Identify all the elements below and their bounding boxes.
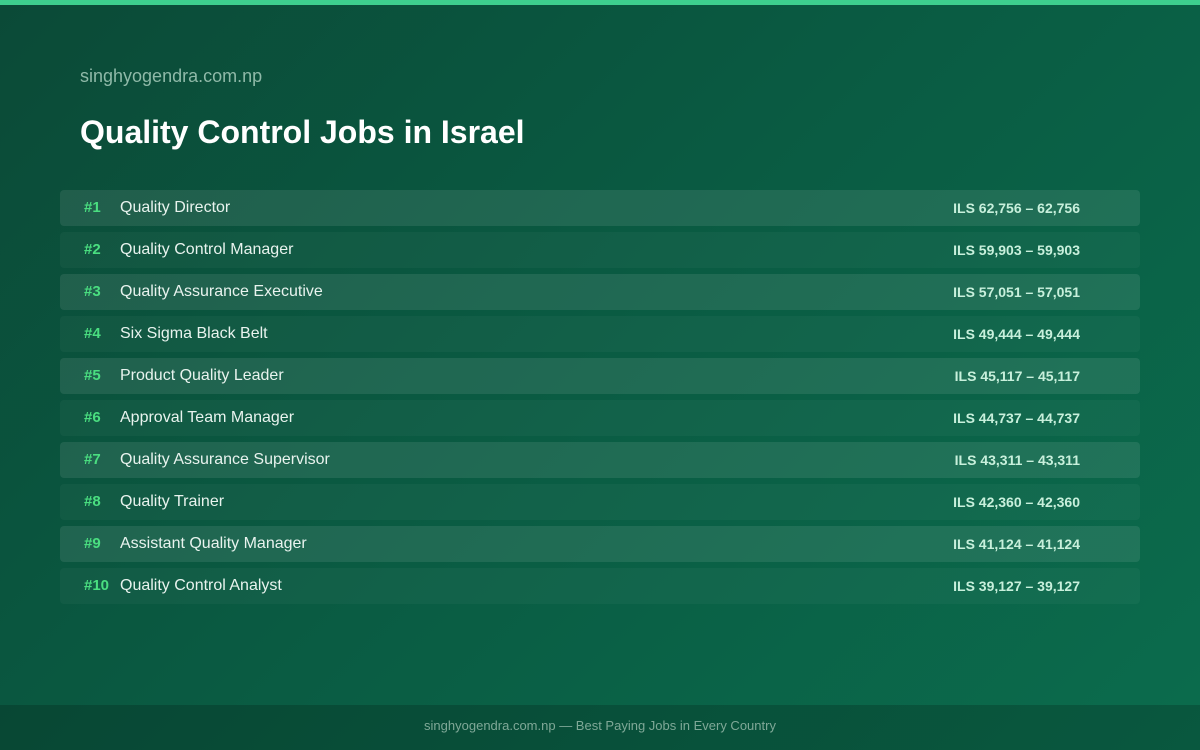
job-rank: #6 [84, 409, 101, 426]
job-row: #1 Quality Director ILS 62,756 – 62,756 [60, 190, 1140, 226]
job-rank: #3 [84, 283, 101, 300]
job-rank: #1 [84, 199, 101, 216]
job-row: #9 Assistant Quality Manager ILS 41,124 – … [60, 526, 1140, 562]
job-salary: ILS 49,444 – 49,444 [953, 326, 1080, 342]
job-row: #8 Quality Trainer ILS 42,360 – 42,360 [60, 484, 1140, 520]
job-rank: #4 [84, 325, 101, 342]
job-salary: ILS 41,124 – 41,124 [953, 536, 1080, 552]
job-row: #6 Approval Team Manager ILS 44,737 – 44,7… [60, 400, 1140, 436]
job-salary: ILS 44,737 – 44,737 [953, 410, 1080, 426]
job-title: Quality Assurance Supervisor [120, 451, 330, 468]
site-name: singhyogendra.com.np [80, 66, 263, 86]
job-row: #2 Quality Control Manager ILS 59,903 – 59… [60, 232, 1140, 268]
job-salary: ILS 42,360 – 42,360 [953, 494, 1080, 510]
job-title: Six Sigma Black Belt [120, 325, 268, 342]
job-title: Product Quality Leader [120, 367, 284, 384]
job-title: Quality Assurance Executive [120, 283, 323, 300]
job-title: Assistant Quality Manager [120, 535, 307, 552]
job-row: #3 Quality Assurance Executive ILS 57,051 … [60, 274, 1140, 310]
job-row: #4 Six Sigma Black Belt ILS 49,444 – 49,44… [60, 316, 1140, 352]
job-salary: ILS 43,311 – 43,311 [954, 452, 1080, 468]
page-title: Quality Control Jobs in Israel [80, 114, 525, 150]
job-salary: ILS 62,756 – 62,756 [953, 200, 1080, 216]
job-salary: ILS 39,127 – 39,127 [953, 578, 1080, 594]
job-rank: #8 [84, 493, 101, 510]
job-title: Quality Control Analyst [120, 577, 282, 594]
job-rank: #7 [84, 451, 101, 468]
job-salary: ILS 57,051 – 57,051 [953, 284, 1080, 300]
job-row: #5 Product Quality Leader ILS 45,117 – 45,… [60, 358, 1140, 394]
job-list: #1 Quality Director ILS 62,756 – 62,756 #2 Q… [60, 190, 1140, 610]
job-row: #7 Quality Assurance Supervisor ILS 43,311… [60, 442, 1140, 478]
job-rank: #2 [84, 241, 101, 258]
job-row: #10 Quality Control Analyst ILS 39,127 – 3… [60, 568, 1140, 604]
job-salary: ILS 45,117 – 45,117 [954, 368, 1080, 384]
job-rank: #5 [84, 367, 101, 384]
footer-text: singhyogendra.com.np — Best Paying Jobs … [424, 718, 776, 733]
job-rank: #9 [84, 535, 101, 552]
accent-stripe [0, 0, 1200, 5]
job-salary: ILS 59,903 – 59,903 [953, 242, 1080, 258]
job-title: Quality Director [120, 199, 231, 216]
job-title: Quality Control Manager [120, 241, 294, 258]
job-rank: #10 [84, 577, 110, 594]
job-title: Approval Team Manager [120, 409, 295, 426]
footer: singhyogendra.com.np — Best Paying Jobs … [0, 705, 1200, 750]
job-title: Quality Trainer [120, 493, 225, 510]
